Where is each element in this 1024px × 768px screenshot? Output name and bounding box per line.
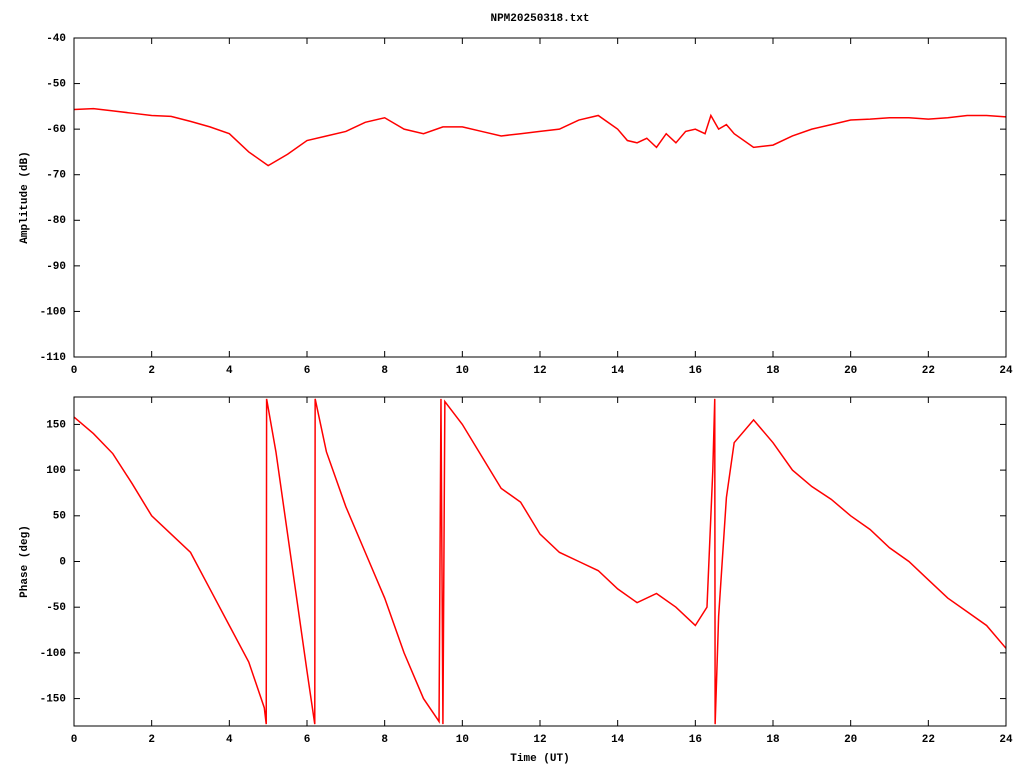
y-tick-label: -60 — [46, 124, 66, 136]
x-tick-label: 4 — [226, 734, 233, 746]
y-tick-label: 50 — [53, 511, 66, 523]
y-tick-label: -90 — [46, 261, 66, 273]
x-tick-label: 16 — [689, 734, 702, 746]
x-tick-label: 14 — [611, 734, 625, 746]
y-tick-label: 0 — [59, 556, 66, 568]
y-tick-label: -150 — [40, 693, 66, 705]
y-tick-label: 150 — [46, 419, 66, 431]
x-tick-label: 10 — [456, 365, 469, 377]
plot-border — [73, 37, 1007, 358]
x-tick-label: 0 — [71, 365, 78, 377]
x-tick-label: 20 — [844, 365, 857, 377]
x-tick-label: 24 — [999, 365, 1013, 377]
y-axis-label: Amplitude (dB) — [19, 151, 31, 243]
chart-title: NPM20250318.txt — [490, 13, 589, 25]
x-tick-label: 12 — [533, 734, 546, 746]
x-tick-label: 4 — [226, 365, 233, 377]
y-tick-label: -110 — [40, 352, 66, 364]
y-tick-label: -100 — [40, 306, 66, 318]
x-tick-label: 20 — [844, 734, 857, 746]
y-tick-label: -80 — [46, 215, 66, 227]
x-tick-label: 8 — [381, 365, 388, 377]
x-tick-label: 22 — [922, 734, 935, 746]
y-tick-label: -50 — [46, 602, 66, 614]
x-tick-label: 14 — [611, 365, 625, 377]
y-tick-label: -40 — [46, 33, 66, 45]
x-tick-label: 16 — [689, 365, 702, 377]
x-axis-label: Time (UT) — [510, 753, 569, 765]
x-tick-label: 0 — [71, 734, 78, 746]
x-tick-label: 6 — [304, 734, 311, 746]
x-tick-label: 24 — [999, 734, 1013, 746]
x-tick-label: 8 — [381, 734, 388, 746]
y-tick-label: 100 — [46, 465, 66, 477]
x-tick-label: 12 — [533, 365, 546, 377]
x-tick-label: 6 — [304, 365, 311, 377]
y-axis-label: Phase (deg) — [19, 525, 31, 598]
x-tick-label: 18 — [766, 365, 780, 377]
x-tick-label: 18 — [766, 734, 780, 746]
y-tick-label: -70 — [46, 170, 66, 182]
y-tick-label: -100 — [40, 648, 66, 660]
data-line — [73, 107, 1007, 167]
plot-border — [73, 396, 1007, 727]
y-tick-label: -50 — [46, 78, 66, 90]
x-tick-label: 10 — [456, 734, 469, 746]
x-tick-label: 22 — [922, 365, 935, 377]
x-tick-label: 2 — [148, 734, 155, 746]
data-line — [73, 398, 1007, 725]
x-tick-label: 2 — [148, 365, 155, 377]
